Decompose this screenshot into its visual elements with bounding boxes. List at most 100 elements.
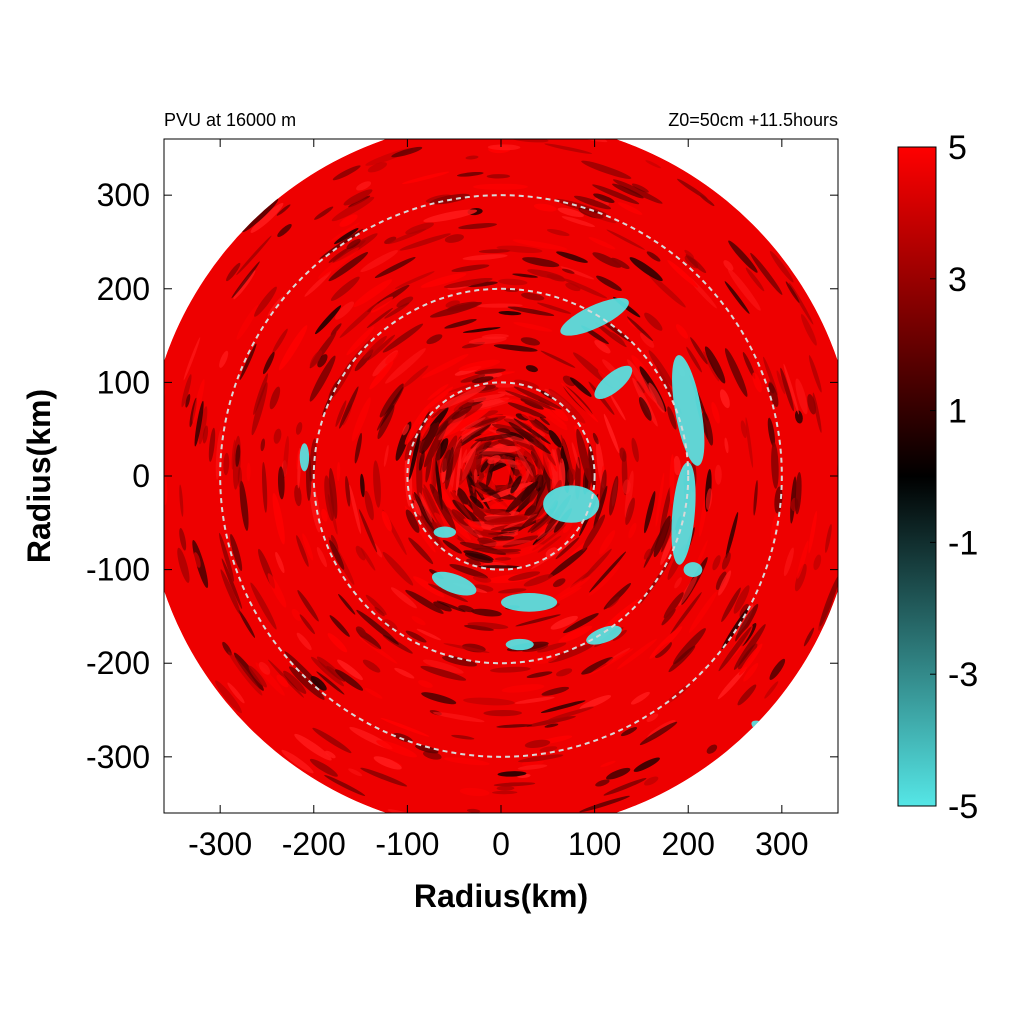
pv-streak	[714, 464, 722, 485]
pv-streak	[334, 301, 355, 320]
pv-streak	[393, 733, 413, 743]
pv-streak	[555, 537, 580, 560]
y-axis-label: Radius(km)	[21, 389, 57, 563]
y-tick-label: 100	[97, 364, 150, 400]
pv-streak	[381, 510, 392, 532]
pv-streak	[442, 655, 477, 667]
pv-streak	[521, 412, 536, 421]
pv-streak	[718, 570, 732, 596]
pv-streak	[544, 723, 559, 728]
pv-streak	[253, 373, 269, 415]
pv-streak	[242, 198, 279, 233]
pv-streak	[473, 183, 528, 190]
pv-streak	[627, 359, 658, 404]
x-tick-label: 100	[568, 826, 621, 862]
pv-streak	[508, 571, 541, 581]
pv-streak	[360, 767, 408, 787]
pv-streak	[690, 337, 708, 365]
pv-streak	[498, 278, 528, 286]
pv-streak	[151, 501, 157, 520]
pv-streak	[507, 306, 555, 316]
pv-streak	[348, 768, 363, 777]
pv-streak	[353, 279, 393, 308]
pv-streak	[633, 757, 660, 772]
chart-title-left: PVU at 16000 m	[164, 110, 296, 130]
pv-streak	[379, 383, 404, 418]
pv-streak	[296, 632, 312, 651]
pv-streak	[380, 717, 430, 737]
pv-streak	[464, 624, 494, 631]
pv-streak	[390, 587, 417, 609]
pv-streak	[486, 459, 495, 487]
pv-streak	[611, 257, 630, 270]
pv-streak	[712, 555, 721, 571]
pv-streak	[179, 484, 184, 517]
pv-streak	[513, 379, 539, 389]
pv-streak	[573, 195, 612, 210]
pv-streak	[721, 606, 750, 650]
pv-streak	[480, 459, 490, 473]
pv-streak	[439, 385, 486, 409]
pv-streak	[582, 514, 606, 551]
pv-streak	[474, 433, 517, 442]
pv-streak	[523, 421, 539, 432]
pv-streak	[631, 437, 639, 463]
pv-streak	[236, 235, 272, 276]
pv-streak	[724, 281, 750, 314]
pv-streak	[508, 544, 544, 558]
pv-streak	[405, 222, 434, 235]
pv-streak	[476, 129, 529, 137]
pv-streak	[283, 435, 289, 479]
pv-streak	[261, 462, 268, 513]
pv-streak	[284, 651, 324, 691]
pv-streak	[502, 535, 539, 548]
pv-streak	[705, 488, 713, 510]
pv-streak	[783, 547, 794, 577]
pv-streak	[351, 397, 371, 442]
pv-streak	[537, 642, 567, 653]
pv-streak	[522, 257, 560, 268]
pv-streak	[425, 446, 433, 483]
pv-streak	[562, 268, 575, 274]
pv-streak	[223, 452, 230, 476]
pv-streak	[610, 394, 626, 421]
pv-streak	[364, 687, 383, 699]
pv-streak	[413, 576, 445, 598]
pv-streak	[612, 183, 644, 199]
pv-streak	[220, 569, 241, 615]
pv-streak	[219, 350, 229, 368]
pv-streak	[560, 266, 595, 280]
pv-streak	[387, 809, 429, 813]
pv-streak	[369, 361, 394, 390]
pv-streak	[545, 441, 558, 472]
pv-streak	[552, 578, 566, 588]
pv-streak	[414, 499, 422, 517]
y-tick-label: 0	[132, 458, 150, 494]
pv-streak	[667, 260, 699, 288]
pv-streak	[526, 671, 553, 679]
colorbar-ticks: 5 3 1 -1 -3 -5	[930, 129, 978, 826]
pv-streak	[663, 592, 684, 619]
pv-streak	[646, 251, 661, 262]
pv-streak	[251, 382, 268, 436]
pv-streak	[507, 402, 547, 419]
pv-streak	[273, 428, 282, 444]
pv-streak	[479, 508, 512, 516]
pv-streak	[742, 352, 756, 379]
pv-streak	[563, 613, 599, 634]
pv-streak	[332, 165, 361, 181]
pv-streak	[192, 379, 205, 424]
pv-streak	[277, 466, 285, 500]
pv-streak	[743, 663, 759, 682]
pv-streak	[739, 603, 750, 618]
pv-streak	[405, 509, 420, 533]
pv-streak	[724, 437, 729, 454]
pv-streak	[539, 746, 558, 753]
colorbar-tick-label: -3	[948, 656, 978, 694]
pv-streak	[646, 713, 659, 722]
pv-streak	[262, 351, 275, 375]
pv-streak	[416, 513, 446, 550]
pv-streak	[718, 626, 752, 672]
pv-streak	[478, 249, 511, 254]
